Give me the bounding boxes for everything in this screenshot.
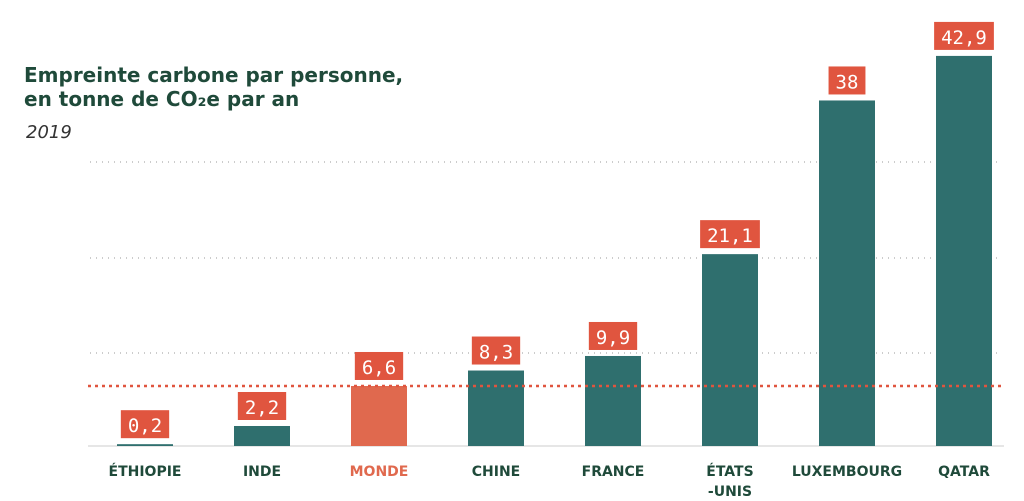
chart-subtitle: 2019 <box>26 122 72 143</box>
value-label: 0,2 <box>128 415 162 437</box>
x-tick-label: LUXEMBOURG <box>792 464 902 480</box>
chart-title: en tonne de CO₂e par an <box>24 87 299 111</box>
x-tick-label: FRANCE <box>582 464 645 480</box>
value-label-box <box>237 391 287 420</box>
x-tick-label: ÉTATS -UNIS <box>706 463 753 500</box>
x-tick-label: INDE <box>243 464 281 480</box>
bar <box>351 385 407 446</box>
value-label-box <box>828 66 866 95</box>
bar <box>117 444 173 446</box>
bar <box>819 100 875 446</box>
bar <box>234 425 290 446</box>
value-label: 38 <box>836 71 859 93</box>
value-label: 8,3 <box>479 342 513 364</box>
value-label: 2,2 <box>245 397 279 419</box>
value-label-box <box>120 410 170 439</box>
x-tick-label: QATAR <box>938 464 990 480</box>
value-label: 21,1 <box>707 225 753 247</box>
value-label: 9,9 <box>596 327 630 349</box>
value-label-box <box>588 321 638 350</box>
x-tick-label: CHINE <box>472 464 520 480</box>
value-label-box <box>700 220 760 249</box>
value-label: 6,6 <box>362 357 396 379</box>
x-tick-label: MONDE <box>350 464 409 480</box>
value-label-box <box>354 351 404 380</box>
bar <box>468 370 524 446</box>
value-label: 42,9 <box>941 27 987 49</box>
chart-title: Empreinte carbone par personne, <box>24 63 403 87</box>
bar <box>585 355 641 446</box>
bar <box>702 254 758 446</box>
value-label-box <box>471 336 521 365</box>
x-tick-label: ÉTHIOPIE <box>109 463 182 480</box>
value-label-box <box>934 21 994 50</box>
bar <box>936 55 992 446</box>
